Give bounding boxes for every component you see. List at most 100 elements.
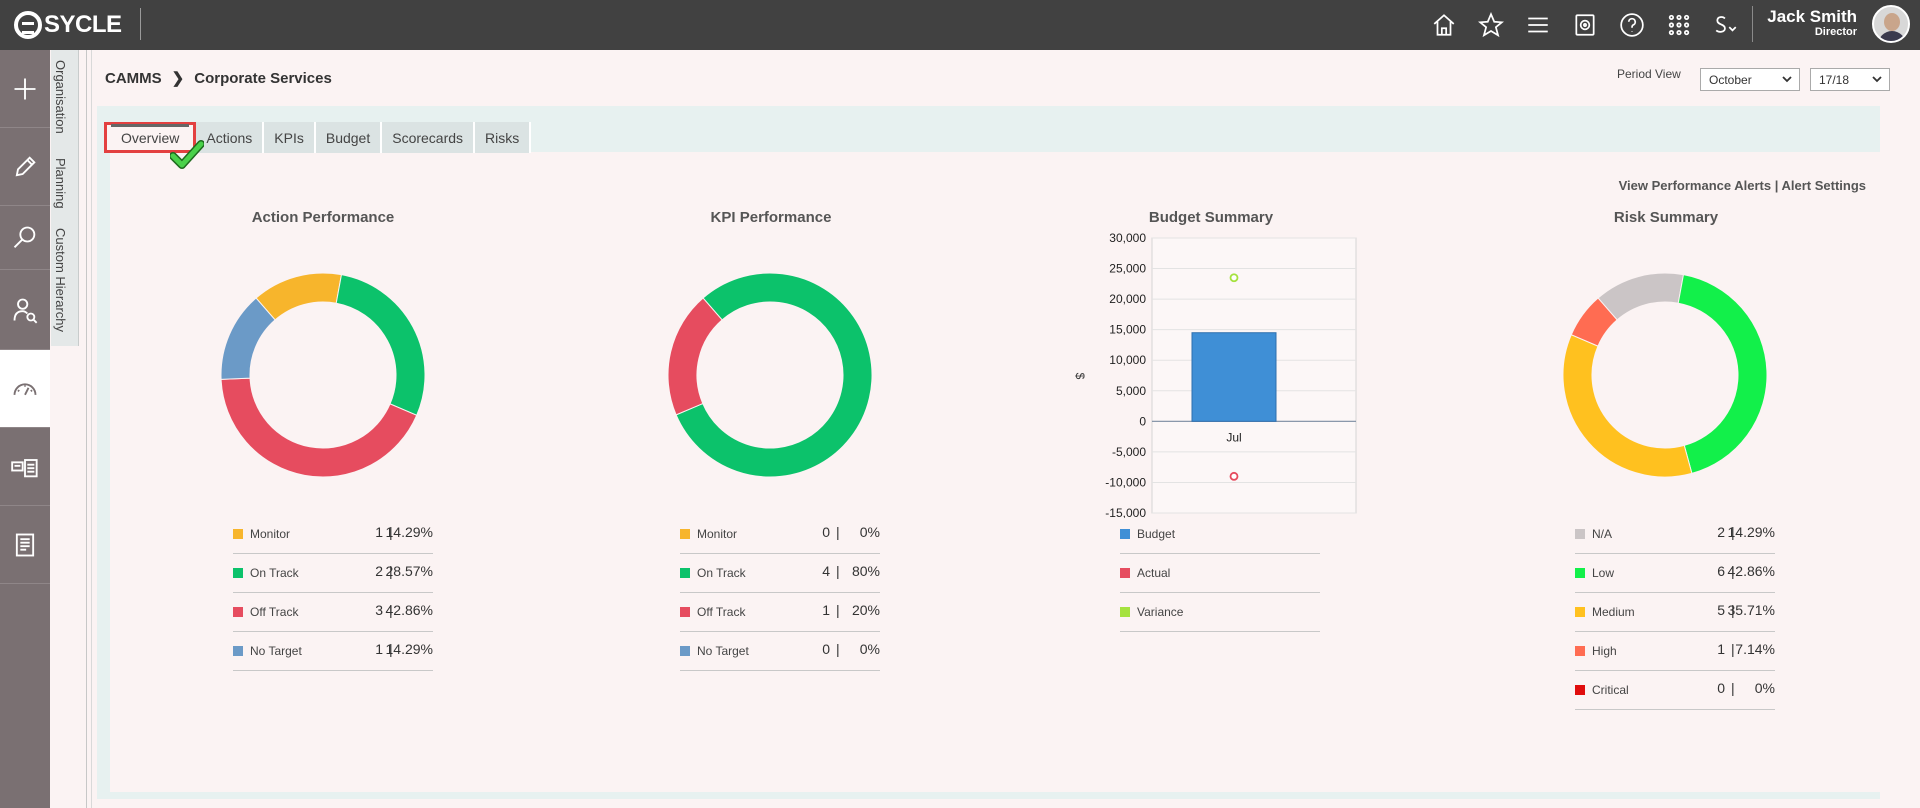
legend-divider: | xyxy=(1731,602,1735,618)
legend-label: No Target xyxy=(250,644,302,658)
donut-slice-on-track[interactable] xyxy=(675,272,873,478)
kpi-performance-legend: Monitor 0 | 0% On Track 4 | 80% Off Track 1 | 20% No… xyxy=(680,515,880,671)
legend-count: 0 xyxy=(1717,680,1725,696)
logo-divider xyxy=(140,8,141,40)
view-performance-alerts-link[interactable]: View Performance Alerts xyxy=(1618,178,1772,193)
tab-scorecards[interactable]: Scorecards xyxy=(382,122,476,153)
donut-slice-on-track[interactable] xyxy=(335,274,426,416)
legend-divider: | xyxy=(389,641,393,657)
y-tick-label: 15,000 xyxy=(1109,323,1146,337)
legend-swatch xyxy=(233,646,243,656)
alerts-links: View Performance Alerts | Alert Settings xyxy=(1619,178,1866,193)
document-icon[interactable] xyxy=(0,506,50,584)
donut-slice-off-track[interactable] xyxy=(220,377,418,478)
month-select[interactable]: October xyxy=(1700,68,1800,91)
month-select-value: October xyxy=(1709,73,1752,87)
legend-swatch xyxy=(680,607,690,617)
tab-budget[interactable]: Budget xyxy=(315,122,383,153)
point-variance[interactable] xyxy=(1229,273,1239,283)
vtab-organisation[interactable]: Organisation xyxy=(53,60,68,134)
legend-divider: | xyxy=(389,524,393,540)
star-icon[interactable] xyxy=(1467,10,1514,40)
tab-risks[interactable]: Risks xyxy=(475,122,532,153)
vtab-planning[interactable]: Planning xyxy=(53,158,68,209)
legend-label: N/A xyxy=(1592,527,1613,541)
action-performance-donut xyxy=(220,272,426,478)
donut-slice-low[interactable] xyxy=(1677,274,1768,475)
legend-count: 6 xyxy=(1717,563,1725,579)
kpi-performance-legend-row: On Track 4 | 80% xyxy=(680,554,880,593)
home-icon[interactable] xyxy=(1420,10,1467,40)
add-icon[interactable] xyxy=(0,50,50,128)
legend-percent: 14.29% xyxy=(1727,524,1775,540)
action-performance-legend: Monitor 1 | 14.29% On Track 2 | 28.57% Off Track… xyxy=(233,515,433,671)
y-tick-label: 25,000 xyxy=(1109,262,1146,276)
y-tick-label: 20,000 xyxy=(1109,292,1146,306)
legend-swatch xyxy=(233,607,243,617)
legend-count: 4 xyxy=(822,563,830,579)
action-performance-legend-row: Off Track 3 | 42.86% xyxy=(233,593,433,632)
legend-divider: | xyxy=(1731,524,1735,540)
donut-slice-no-target[interactable] xyxy=(220,297,276,380)
card-list-icon[interactable] xyxy=(0,428,50,506)
donut-slice-off-track[interactable] xyxy=(667,297,723,416)
point-actual[interactable] xyxy=(1229,471,1239,481)
legend-swatch xyxy=(1120,529,1130,539)
y-tick-label: 10,000 xyxy=(1109,353,1146,367)
apps-grid-icon[interactable] xyxy=(1655,10,1702,40)
legend-swatch xyxy=(680,529,690,539)
content-divider-inner xyxy=(91,50,92,808)
dashboard-icon[interactable] xyxy=(0,350,50,428)
risk-summary-title: Risk Summary xyxy=(1613,209,1719,226)
y-axis-ticks: 30,000 25,000 20,000 15,000 10,000 5,000 0 -5,0… xyxy=(1105,231,1146,518)
tab-overview[interactable]: Overview xyxy=(104,122,197,153)
checkmark-icon xyxy=(170,140,204,169)
alert-settings-link[interactable]: Alert Settings xyxy=(1781,178,1866,193)
logo-text: SYCLE xyxy=(44,11,122,38)
legend-count: 0 xyxy=(822,641,830,657)
legend-divider: | xyxy=(1731,563,1735,579)
legend-label: Off Track xyxy=(250,605,299,619)
menu-icon[interactable] xyxy=(1514,10,1561,40)
legend-count: 1 xyxy=(822,602,830,618)
risk-summary-donut xyxy=(1562,272,1768,478)
sycle-logo-icon xyxy=(14,11,42,39)
tab-kpis[interactable]: KPIs xyxy=(264,122,316,153)
breadcrumb-root[interactable]: CAMMS xyxy=(105,69,162,87)
avatar[interactable] xyxy=(1872,5,1910,43)
legend-count: 0 xyxy=(822,524,830,540)
legend-label: On Track xyxy=(250,566,299,580)
legend-swatch xyxy=(1575,646,1585,656)
user-name[interactable]: Jack Smith xyxy=(1767,7,1857,26)
legend-divider: | xyxy=(836,563,840,579)
legend-swatch xyxy=(233,529,243,539)
search-icon[interactable] xyxy=(0,206,50,270)
left-rail xyxy=(0,50,50,808)
legend-percent: 0% xyxy=(859,641,880,657)
legend-label: High xyxy=(1592,644,1617,658)
legend-swatch xyxy=(1575,685,1585,695)
legend-count: 2 xyxy=(1717,524,1725,540)
vtab-custom-hierarchy[interactable]: Custom Hierarchy xyxy=(53,228,68,333)
year-select[interactable]: 17/18 xyxy=(1810,68,1890,91)
kpi-performance-donut xyxy=(667,272,873,478)
breadcrumb: CAMMS ❯ Corporate Services xyxy=(105,69,332,88)
kpi-performance-legend-row: Off Track 1 | 20% xyxy=(680,593,880,632)
action-performance-legend-row: No Target 1 | 14.29% xyxy=(233,632,433,671)
help-icon[interactable] xyxy=(1608,10,1655,40)
bar-budget[interactable] xyxy=(1191,332,1277,422)
tab-actions[interactable]: Actions xyxy=(196,122,265,153)
donut-slice-high[interactable] xyxy=(1570,297,1618,347)
edit-icon[interactable] xyxy=(0,128,50,206)
legend-divider: | xyxy=(1731,680,1735,696)
legend-percent: 7.14% xyxy=(1735,641,1775,657)
sycle-menu-icon[interactable] xyxy=(1702,10,1749,40)
legend-label: Actual xyxy=(1137,566,1171,580)
top-bar: SYCLE Jack Smith Director xyxy=(0,0,1920,50)
legend-percent: 35.71% xyxy=(1727,602,1775,618)
user-search-icon[interactable] xyxy=(0,270,50,350)
target-icon[interactable] xyxy=(1561,10,1608,40)
risk-summary-legend-row: Critical 0 | 0% xyxy=(1575,671,1775,710)
sycle-logo[interactable]: SYCLE xyxy=(14,10,122,40)
donut-slice-medium[interactable] xyxy=(1562,334,1693,478)
